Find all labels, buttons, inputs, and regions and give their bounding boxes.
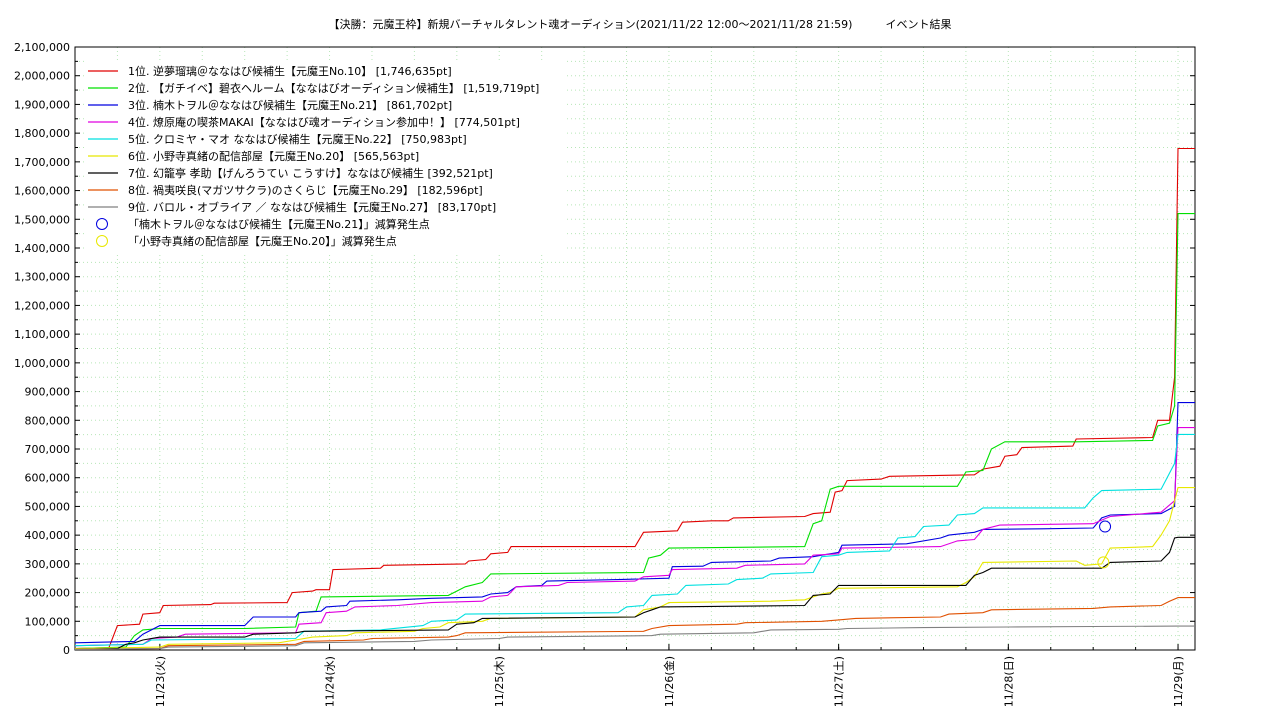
x-tick-label: 11/29(月) bbox=[1172, 656, 1185, 707]
series-line-6 bbox=[74, 487, 1195, 650]
legend-entry: 3位. 楠木トヲル＠ななはび候補生【元魔王No.21】 [861,702pt] bbox=[128, 98, 452, 112]
y-tick-label: 0 bbox=[63, 644, 70, 657]
x-tick-label: 11/28(日) bbox=[1002, 656, 1015, 707]
series-line-5 bbox=[74, 433, 1195, 647]
series-line-8 bbox=[74, 597, 1195, 650]
y-tick-label: 500,000 bbox=[25, 500, 71, 513]
y-tick-label: 400,000 bbox=[25, 529, 71, 542]
legend-entry: 4位. 燎原庵の喫茶MAKAI【ななはび魂オーディション参加中！】 [774,5… bbox=[128, 115, 520, 129]
legend: 1位. 逆夢瑠璃＠ななはび候補生【元魔王No.10】 [1,746,635pt]… bbox=[84, 60, 564, 253]
annotation-marker-1 bbox=[1099, 520, 1112, 533]
x-tick-label: 11/23(火) bbox=[154, 656, 167, 707]
y-tick-label: 200,000 bbox=[25, 587, 71, 600]
axes: 0 100,000 200,000 300,000 400,000 500,000 600,… bbox=[14, 41, 1196, 707]
y-tick-label: 900,000 bbox=[25, 386, 71, 399]
annotation-markers bbox=[1097, 520, 1112, 569]
y-tick-label: 1,200,000 bbox=[14, 299, 70, 312]
y-tick-label: 1,500,000 bbox=[14, 213, 70, 226]
legend-entry: 8位. 禍夷咲良(マガツサクラ)のさくらじ【元魔王No.29】 [182,596… bbox=[128, 183, 483, 197]
y-tick-label: 1,800,000 bbox=[14, 127, 70, 140]
series-line-4 bbox=[74, 427, 1195, 647]
legend-entry: 6位. 小野寺真緒の配信部屋【元魔王No.20】 [565,563pt] bbox=[128, 149, 419, 163]
series-lines bbox=[74, 147, 1195, 650]
y-tick-label: 1,100,000 bbox=[14, 328, 70, 341]
annotation-marker-2 bbox=[1097, 556, 1110, 569]
y-tick-label: 1,300,000 bbox=[14, 271, 70, 284]
y-tick-label: 300,000 bbox=[25, 558, 71, 571]
x-tick-label: 11/26(金) bbox=[662, 656, 676, 707]
legend-background bbox=[84, 60, 564, 253]
series-line-7 bbox=[74, 536, 1195, 650]
legend-entry: 5位. クロミヤ・マオ ななはび候補生【元魔王No.22】 [750,983pt… bbox=[128, 132, 467, 146]
legend-entry: 7位. 幻籠亭 孝助【げんろうてい こうすけ】ななはび候補生 [392,521p… bbox=[128, 166, 493, 180]
legend-entry: 9位. バロル・オブライア ／ ななはび候補生【元魔王No.27】 [83,17… bbox=[128, 200, 496, 214]
x-tick-label: 11/27(土) bbox=[833, 656, 846, 707]
y-tick-label: 800,000 bbox=[25, 414, 71, 427]
series-line-1 bbox=[74, 147, 1195, 650]
series-line-2 bbox=[74, 213, 1195, 650]
series-line-9 bbox=[74, 625, 1195, 650]
y-tick-label: 1,900,000 bbox=[14, 98, 70, 111]
legend-entry: 「小野寺真緒の配信部屋【元魔王No.20】」減算発生点 bbox=[128, 234, 397, 248]
legend-entry: 2位. 【ガチイベ】碧衣ヘルーム【ななはびオーディション候補生】 [1,519,… bbox=[128, 81, 539, 95]
y-tick-label: 1,400,000 bbox=[14, 242, 70, 255]
legend-entry: 1位. 逆夢瑠璃＠ななはび候補生【元魔王No.10】 [1,746,635pt] bbox=[128, 64, 452, 78]
y-tick-label: 700,000 bbox=[25, 443, 71, 456]
y-tick-label: 100,000 bbox=[25, 615, 71, 628]
x-tick-label: 11/25(木) bbox=[493, 656, 506, 707]
y-tick-label: 1,000,000 bbox=[14, 357, 70, 370]
legend-marker bbox=[96, 235, 108, 247]
legend-entry: 「楠木トヲル＠ななはび候補生【元魔王No.21】」減算発生点 bbox=[128, 217, 430, 231]
y-tick-label: 600,000 bbox=[25, 472, 71, 485]
x-tick-label: 11/24(水) bbox=[324, 656, 337, 707]
chart-title: 【決勝：元魔王枠】新規バーチャルタレント魂オーディション(2021/11/22 … bbox=[328, 18, 952, 31]
y-tick-label: 1,600,000 bbox=[14, 185, 70, 198]
y-tick-label: 2,100,000 bbox=[14, 41, 70, 54]
y-tick-label: 1,700,000 bbox=[14, 156, 70, 169]
y-tick-label: 2,000,000 bbox=[14, 70, 70, 83]
legend-marker bbox=[96, 218, 108, 230]
